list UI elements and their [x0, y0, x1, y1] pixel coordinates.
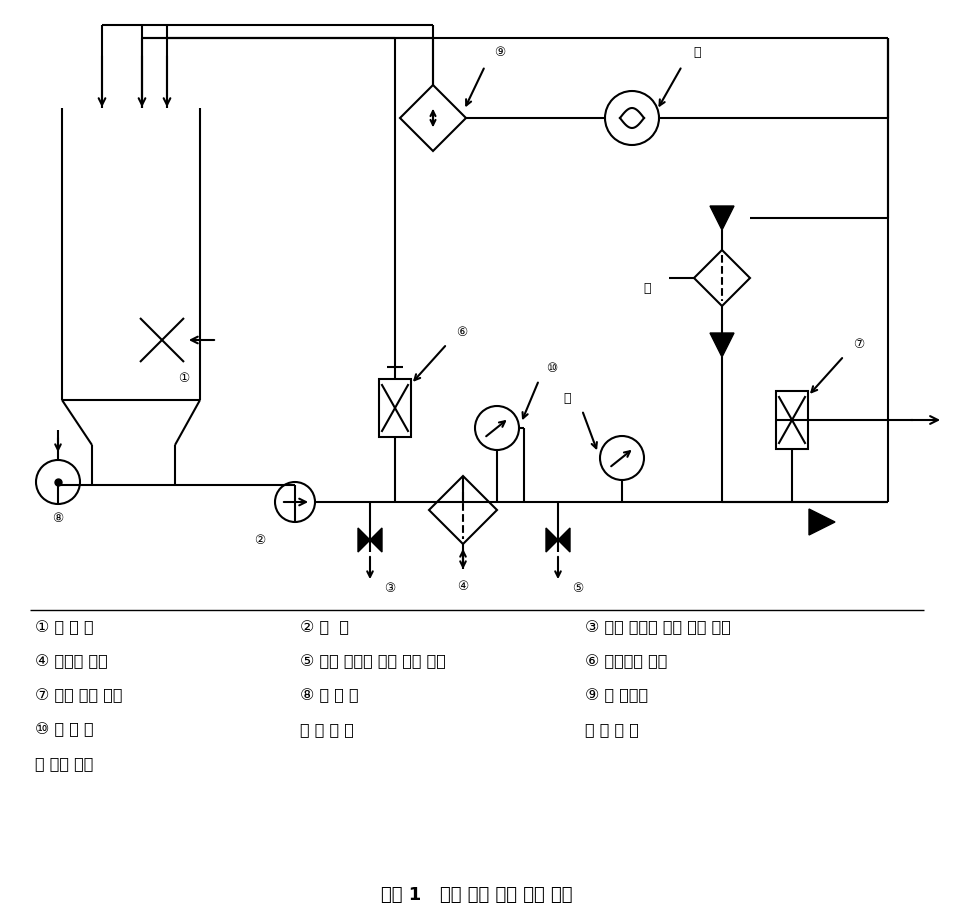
Text: ⑪: ⑪: [562, 392, 570, 404]
Text: ⑦ 유량 조절 벨브: ⑦ 유량 조절 벨브: [35, 689, 122, 703]
Text: ④ 시험용 필터: ④ 시험용 필터: [35, 654, 108, 670]
Polygon shape: [545, 528, 558, 552]
Text: ⑬ 여과 필터: ⑬ 여과 필터: [35, 756, 93, 772]
Text: ⑥: ⑥: [456, 325, 467, 339]
Polygon shape: [709, 333, 733, 357]
Text: ⑩ 차 압 계: ⑩ 차 압 계: [35, 722, 93, 738]
Text: ⑬: ⑬: [642, 281, 650, 294]
Text: ⑤ 입자 측정용 시료 채취 벨브: ⑤ 입자 측정용 시료 채취 벨브: [299, 654, 445, 670]
Text: ⑦: ⑦: [853, 337, 863, 351]
Polygon shape: [808, 509, 834, 535]
Text: ④: ④: [456, 579, 468, 592]
Polygon shape: [709, 206, 733, 230]
Text: ⑩: ⑩: [546, 362, 558, 374]
Text: ② 퍼  프: ② 퍼 프: [299, 620, 349, 636]
Bar: [378, 379, 411, 437]
Text: 그림 1   정밀 여과 필터 시험 장치: 그림 1 정밀 여과 필터 시험 장치: [381, 886, 572, 904]
Polygon shape: [558, 528, 569, 552]
Text: ① 저 수 조: ① 저 수 조: [35, 620, 93, 636]
Text: ⑤: ⑤: [572, 581, 583, 595]
Text: ⑥ 바이패스 벨브: ⑥ 바이패스 벨브: [584, 654, 667, 670]
Bar: [775, 391, 807, 449]
Text: ⑨ 열 교환기: ⑨ 열 교환기: [584, 689, 647, 703]
Text: ⑪ 압 력 계: ⑪ 압 력 계: [299, 722, 354, 738]
Text: ⑫: ⑫: [693, 46, 700, 59]
Text: ③ 농도 측정용 시료 채취 벨브: ③ 농도 측정용 시료 채취 벨브: [584, 620, 730, 636]
Text: ①: ①: [178, 372, 190, 384]
Polygon shape: [357, 528, 370, 552]
Text: ⑨: ⑨: [494, 46, 505, 59]
Text: ③: ③: [384, 581, 395, 595]
Polygon shape: [370, 528, 381, 552]
Text: ②: ②: [254, 534, 265, 547]
Text: ⑧: ⑧: [52, 511, 64, 525]
Text: ⑫ 유 량 계: ⑫ 유 량 계: [584, 722, 639, 738]
Text: ⑧ 온 도 계: ⑧ 온 도 계: [299, 689, 358, 703]
